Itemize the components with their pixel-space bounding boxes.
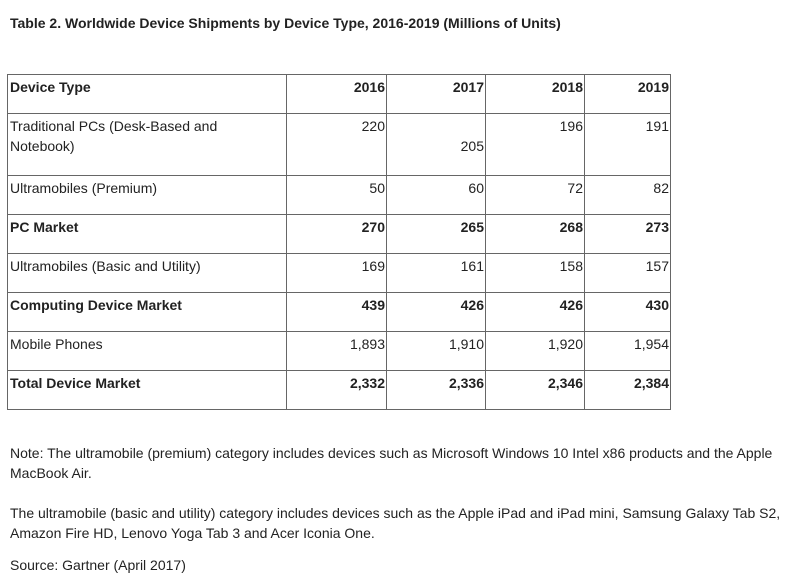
table-row: Ultramobiles (Basic and Utility) 169 161… [7, 253, 671, 293]
cell-2017: 426 [386, 292, 486, 332]
table-row: Computing Device Market 439 426 426 430 [7, 292, 671, 332]
device-shipments-table: Device Type 2016 2017 2018 2019 Traditio… [7, 74, 671, 410]
row-label: Ultramobiles (Premium) [7, 175, 287, 215]
cell-2016: 439 [286, 292, 387, 332]
cell-2017: 2,336 [386, 370, 486, 410]
cell-2016: 2,332 [286, 370, 387, 410]
cell-2017: 265 [386, 214, 486, 254]
cell-2019: 273 [584, 214, 671, 254]
row-label: Total Device Market [7, 370, 287, 410]
table-row: Mobile Phones 1,893 1,910 1,920 1,954 [7, 331, 671, 371]
cell-2017: 1,910 [386, 331, 486, 371]
cell-2018: 268 [485, 214, 585, 254]
cell-2017-value: 205 [460, 138, 484, 154]
header-2019: 2019 [584, 74, 671, 114]
row-label: Ultramobiles (Basic and Utility) [7, 253, 287, 293]
cell-2018: 196 [485, 113, 585, 176]
row-label: PC Market [7, 214, 287, 254]
cell-2018: 426 [485, 292, 585, 332]
header-2018: 2018 [485, 74, 585, 114]
table-row: Traditional PCs (Desk-Based and Notebook… [7, 113, 671, 176]
header-2017: 2017 [386, 74, 486, 114]
table-row: Ultramobiles (Premium) 50 60 72 82 [7, 175, 671, 215]
table-row: PC Market 270 265 268 273 [7, 214, 671, 254]
header-device-type: Device Type [7, 74, 287, 114]
cell-2019: 82 [584, 175, 671, 215]
table-header-row: Device Type 2016 2017 2018 2019 [7, 74, 671, 114]
cell-2018: 72 [485, 175, 585, 215]
cell-2019: 2,384 [584, 370, 671, 410]
cell-2016: 169 [286, 253, 387, 293]
cell-2016: 1,893 [286, 331, 387, 371]
cell-2018: 158 [485, 253, 585, 293]
note-premium: Note: The ultramobile (premium) category… [10, 445, 773, 481]
cell-2017: 205 [386, 113, 486, 176]
cell-2017: 60 [386, 175, 486, 215]
cell-2019: 1,954 [584, 331, 671, 371]
cell-2016: 220 [286, 113, 387, 176]
row-label: Computing Device Market [7, 292, 287, 332]
cell-2019: 191 [584, 113, 671, 176]
cell-2019: 157 [584, 253, 671, 293]
source-note: Source: Gartner (April 2017) [10, 557, 186, 573]
row-label: Traditional PCs (Desk-Based and Notebook… [7, 113, 287, 176]
note-basic: The ultramobile (basic and utility) cate… [10, 505, 781, 541]
cell-2018: 1,920 [485, 331, 585, 371]
table-title: Table 2. Worldwide Device Shipments by D… [10, 15, 561, 31]
cell-2017: 161 [386, 253, 486, 293]
notes-section: Note: The ultramobile (premium) category… [10, 443, 790, 575]
cell-2016: 270 [286, 214, 387, 254]
cell-2019: 430 [584, 292, 671, 332]
table-row: Total Device Market 2,332 2,336 2,346 2,… [7, 370, 671, 410]
cell-2018: 2,346 [485, 370, 585, 410]
header-2016: 2016 [286, 74, 387, 114]
row-label: Mobile Phones [7, 331, 287, 371]
cell-2016: 50 [286, 175, 387, 215]
